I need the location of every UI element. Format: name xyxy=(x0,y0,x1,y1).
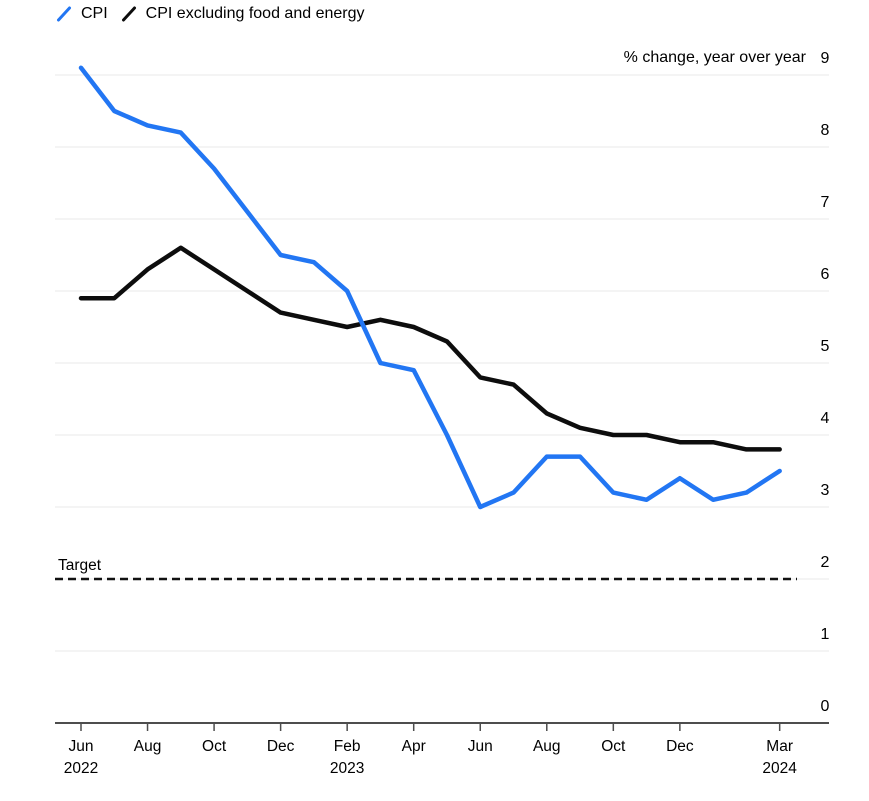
y-axis-label: 5 xyxy=(820,338,830,355)
x-axis-label: Jun xyxy=(438,736,522,758)
x-axis-label-month: Jun xyxy=(68,738,94,755)
x-axis-label: Oct xyxy=(172,736,256,758)
x-axis-label-month: Aug xyxy=(133,738,162,755)
x-axis-label-month: Apr xyxy=(401,738,426,755)
x-axis-label-month: Dec xyxy=(266,738,295,755)
y-axis-label: 8 xyxy=(820,122,830,139)
x-axis-label-year: 2024 xyxy=(762,760,797,777)
x-axis-label: Mar 2024 xyxy=(738,736,822,780)
x-axis-label: Feb 2023 xyxy=(305,736,389,780)
legend-item-core-cpi: CPI excluding food and energy xyxy=(120,4,365,24)
x-axis-label: Dec xyxy=(239,736,323,758)
legend-label-cpi: CPI xyxy=(81,5,108,22)
x-axis-label-month: Aug xyxy=(532,738,561,755)
cpi-line-marker-icon xyxy=(57,6,71,22)
legend-label-core-cpi: CPI excluding food and energy xyxy=(145,5,365,22)
y-axis-label: 3 xyxy=(820,482,830,499)
chart-legend: CPI CPI excluding food and energy xyxy=(55,4,364,24)
series-line-cpi-excluding-food-and-energy xyxy=(78,245,782,452)
y-axis-unit-label: % change, year over year xyxy=(623,49,806,66)
y-axis-label: 2 xyxy=(820,554,830,571)
y-axis-label: 0 xyxy=(820,698,830,715)
x-axis-label-month: Dec xyxy=(666,738,694,755)
y-axis-label: 9 xyxy=(820,50,830,67)
y-axis-label: 4 xyxy=(820,410,830,427)
x-axis-label: Jun 2022 xyxy=(39,736,123,780)
x-axis-label-month: Jun xyxy=(467,738,493,755)
x-axis-label-month: Mar xyxy=(766,738,793,755)
x-axis-label-month: Oct xyxy=(202,738,227,755)
x-axis-label-year: 2023 xyxy=(329,760,365,777)
x-axis-label: Aug xyxy=(505,736,589,758)
y-axis-label: 6 xyxy=(820,266,830,283)
x-axis-label: Aug xyxy=(106,736,190,758)
y-axis-label: 1 xyxy=(820,626,830,643)
x-axis-label-month: Feb xyxy=(333,738,361,755)
x-axis-label: Oct xyxy=(571,736,655,758)
core-cpi-line-marker-icon xyxy=(121,6,136,22)
x-axis-label-year: 2022 xyxy=(63,760,99,777)
target-line-label: Target xyxy=(58,557,102,574)
y-axis-label: 7 xyxy=(820,194,830,211)
legend-item-cpi: CPI xyxy=(55,4,108,24)
x-axis-label-month: Oct xyxy=(601,738,626,755)
x-axis-label: Apr xyxy=(372,736,456,758)
x-axis-label: Dec xyxy=(638,736,722,758)
series-line-cpi xyxy=(78,65,782,510)
